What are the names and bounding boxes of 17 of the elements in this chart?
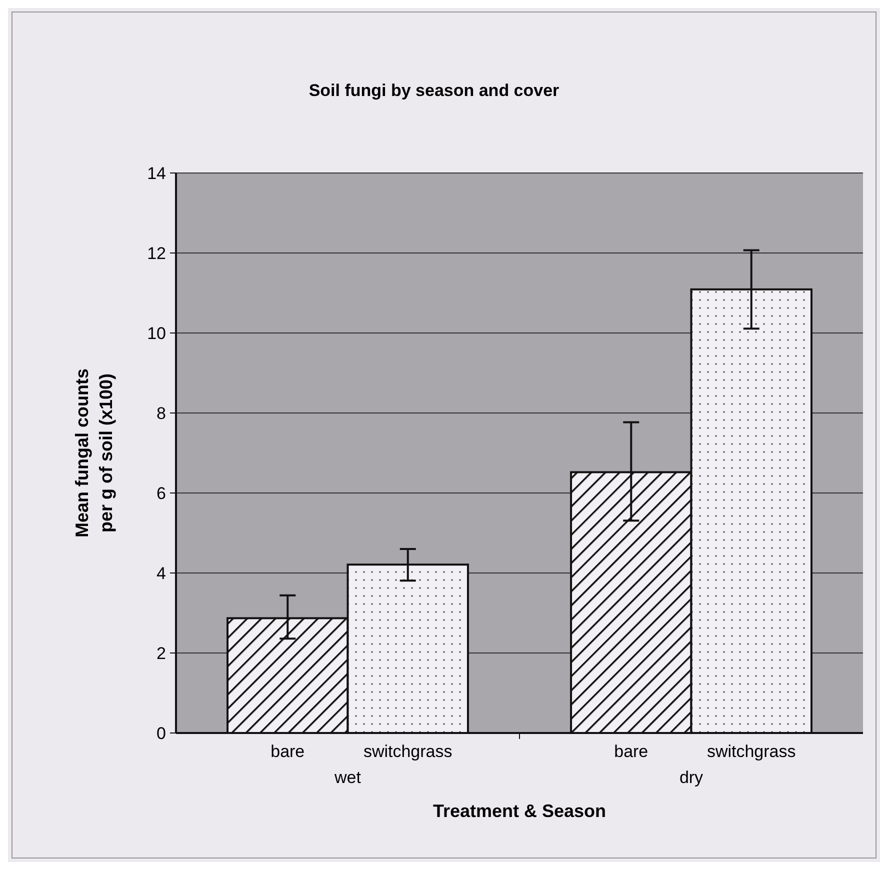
series-label: switchgrass: [363, 742, 452, 761]
y-tick-label: 12: [147, 244, 166, 263]
text: bare: [614, 742, 648, 761]
y-axis-title: Mean fungal counts per g of soil (x100): [72, 368, 116, 538]
y-tick-label: 8: [156, 404, 166, 423]
x-axis-title: Treatment & Season: [432, 801, 606, 821]
y-tick-label: 10: [147, 324, 166, 343]
series-label: bare: [270, 742, 305, 761]
chart-title: Soil fungi by season and cover: [308, 81, 560, 100]
x-tick-label: dry: [679, 768, 704, 787]
x-tick-label: wet: [334, 768, 362, 787]
y-tick-label: 2: [156, 644, 166, 663]
y-tick-label: 6: [156, 484, 166, 503]
y-tick-label: 4: [156, 564, 166, 583]
y-tick-label: 14: [147, 164, 166, 183]
y-tick-label: 0: [156, 724, 166, 743]
text: switchgrass: [706, 742, 796, 761]
